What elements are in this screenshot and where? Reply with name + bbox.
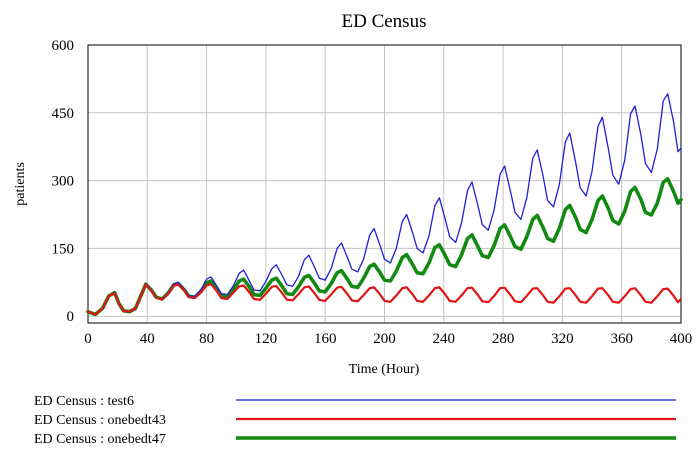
series-line-1	[87, 93, 682, 316]
legend-label-3: ED Census : onebedt47	[34, 432, 166, 447]
x-tick-label: 280	[492, 331, 515, 347]
x-tick-label: 160	[314, 331, 337, 347]
x-tick-label: 360	[610, 331, 633, 347]
legend: ED Census : test6 ED Census : onebedt43 ED…	[34, 394, 676, 447]
y-tick-label: 600	[52, 38, 75, 54]
legend-label-2: ED Census : onebedt43	[34, 413, 166, 428]
x-tick-label: 200	[373, 331, 396, 347]
y-axis-label: patients	[13, 162, 28, 206]
y-tick-label: 0	[67, 309, 75, 325]
plot-area	[87, 44, 682, 324]
x-tick-label: 120	[255, 331, 278, 347]
x-tick-label: 0	[84, 331, 92, 347]
x-tick-label: 240	[433, 331, 456, 347]
axis-ticks: 0 40 80 120 160 200 240 280 320 360 400 0 150 300 450 6…	[52, 38, 693, 347]
legend-label-1: ED Census : test6	[34, 394, 134, 409]
x-axis-label: Time (Hour)	[349, 362, 420, 377]
x-tick-label: 80	[199, 331, 214, 347]
y-tick-label: 150	[52, 241, 75, 257]
x-tick-label: 320	[551, 331, 574, 347]
chart-title: ED Census	[342, 11, 427, 32]
series-lines	[86, 93, 683, 317]
x-tick-label: 40	[140, 331, 155, 347]
y-tick-label: 300	[52, 174, 75, 190]
y-tick-label: 450	[52, 106, 75, 122]
series-line-2	[86, 283, 683, 316]
x-tick-label: 400	[670, 331, 693, 347]
